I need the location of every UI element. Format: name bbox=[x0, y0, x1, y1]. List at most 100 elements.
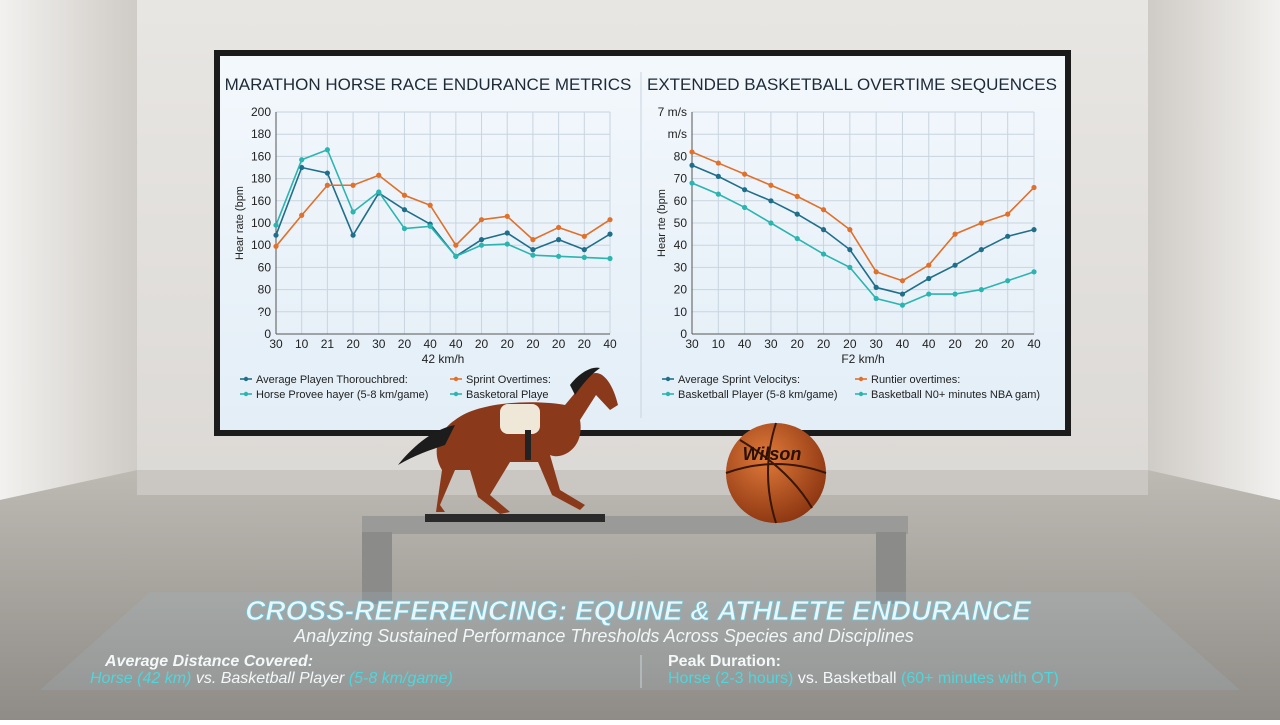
y-tick-label: 80 bbox=[674, 149, 688, 163]
y-tick-label: 100 bbox=[251, 238, 271, 252]
data-point bbox=[689, 149, 695, 155]
x-tick-label: 20 bbox=[791, 337, 805, 351]
data-point bbox=[581, 233, 587, 239]
data-point bbox=[350, 182, 356, 188]
data-point bbox=[978, 287, 984, 293]
data-point bbox=[556, 253, 562, 259]
data-point bbox=[273, 243, 279, 249]
data-point bbox=[978, 220, 984, 226]
x-tick-label: 30 bbox=[764, 337, 778, 351]
screen bbox=[220, 56, 1065, 430]
y-tick-label: 60 bbox=[258, 260, 272, 274]
y-tick-label: 7 m/s bbox=[658, 105, 687, 119]
data-point bbox=[478, 217, 485, 223]
chart-title: MARATHON HORSE RACE ENDURANCE METRICS bbox=[225, 75, 632, 94]
x-tick-label: 20 bbox=[1001, 337, 1015, 351]
data-point bbox=[299, 164, 305, 171]
data-point bbox=[742, 171, 748, 177]
data-point bbox=[1031, 227, 1037, 233]
data-point bbox=[926, 275, 932, 282]
data-point bbox=[1005, 278, 1011, 284]
data-point bbox=[607, 217, 613, 223]
x-tick-label: 10 bbox=[295, 337, 309, 351]
caption-title: CROSS-REFERENCING: EQUINE & ATHLETE ENDU… bbox=[245, 595, 1032, 626]
data-point bbox=[478, 237, 485, 243]
stat-text: Horse (42 km) vs. Basketball Player (5-8… bbox=[90, 670, 453, 687]
legend-swatch bbox=[453, 376, 459, 382]
data-point bbox=[607, 255, 613, 262]
legend-swatch bbox=[665, 391, 671, 397]
data-point bbox=[1031, 269, 1037, 275]
data-point bbox=[873, 295, 879, 302]
data-point bbox=[376, 189, 382, 195]
x-tick-label: 40 bbox=[423, 337, 437, 351]
y-tick-label: 0 bbox=[264, 327, 271, 341]
legend-swatch bbox=[858, 391, 864, 397]
x-tick-label: 20 bbox=[475, 337, 489, 351]
data-point bbox=[768, 182, 774, 188]
data-point bbox=[453, 253, 459, 259]
data-point bbox=[504, 241, 510, 247]
series-line bbox=[691, 164, 1035, 295]
x-tick-label: 20 bbox=[817, 337, 831, 351]
charts: MARATHON HORSE RACE ENDURANCE METRICS 0 ?0… bbox=[225, 75, 1057, 401]
stat-player: (5-8 km/game) bbox=[349, 670, 453, 687]
data-point bbox=[742, 187, 748, 193]
x-tick-label: 20 bbox=[398, 337, 412, 351]
y-tick-label: ?0 bbox=[258, 305, 272, 319]
y-tick-label: 80 bbox=[258, 283, 272, 297]
x-tick-label: 30 bbox=[685, 337, 699, 351]
data-point bbox=[820, 251, 827, 257]
data-point bbox=[899, 302, 906, 308]
legend-label: Average Sprint Velocitys: bbox=[678, 374, 800, 386]
data-point bbox=[926, 262, 932, 268]
x-axis-label: 42 km/h bbox=[422, 352, 465, 366]
x-tick-label: 30 bbox=[869, 337, 883, 351]
data-point bbox=[1005, 211, 1011, 217]
data-point bbox=[556, 224, 562, 231]
legend-swatch bbox=[453, 391, 459, 397]
data-point bbox=[899, 291, 906, 297]
legend-label: Runtier overtimes: bbox=[871, 374, 960, 386]
x-tick-label: 20 bbox=[552, 337, 566, 351]
left-wall bbox=[0, 0, 137, 500]
x-tick-label: 20 bbox=[526, 337, 540, 351]
caption-subtitle: Analyzing Sustained Performance Threshol… bbox=[293, 626, 914, 646]
data-point bbox=[899, 278, 906, 284]
data-point bbox=[952, 291, 958, 297]
y-axis-label: Hear rte (bpm bbox=[656, 189, 668, 257]
legend-label: Basketball Player (5-8 km/game) bbox=[678, 389, 838, 401]
x-tick-label: 30 bbox=[269, 337, 283, 351]
series-line bbox=[691, 182, 1035, 306]
basketball: Wilson bbox=[725, 422, 827, 524]
stat-player: (60+ minutes with OT) bbox=[901, 670, 1059, 687]
y-tick-label: 40 bbox=[674, 238, 688, 252]
chart-title: EXTENDED BASKETBALL OVERTIME SEQUENCES bbox=[647, 75, 1057, 94]
legend-swatch bbox=[665, 376, 671, 382]
y-tick-label: 60 bbox=[674, 194, 688, 208]
data-point bbox=[324, 182, 330, 188]
data-point bbox=[768, 198, 774, 204]
x-axis-label: F2 km/h bbox=[841, 352, 884, 366]
data-point bbox=[530, 252, 536, 258]
y-tick-label: 0 bbox=[680, 327, 687, 341]
horse bbox=[398, 367, 618, 514]
y-tick-label: 70 bbox=[674, 172, 688, 186]
y-tick-label: 20 bbox=[674, 283, 688, 297]
legend-swatch bbox=[243, 391, 249, 397]
data-point bbox=[768, 220, 774, 226]
stat-label: Peak Duration: bbox=[668, 653, 781, 670]
x-tick-label: 20 bbox=[948, 337, 962, 351]
stat-horse: Horse (42 km) bbox=[90, 670, 191, 687]
data-point bbox=[952, 231, 958, 237]
x-tick-label: 20 bbox=[346, 337, 360, 351]
y-tick-label: 50 bbox=[674, 216, 688, 230]
series-line bbox=[691, 151, 1035, 282]
legend-label: Basketball N0+ minutes NBA gam) bbox=[871, 389, 1040, 401]
x-tick-label: 21 bbox=[321, 337, 335, 351]
series-line bbox=[275, 148, 611, 260]
data-point bbox=[607, 231, 613, 237]
data-point bbox=[299, 157, 305, 163]
x-tick-label: 40 bbox=[449, 337, 463, 351]
ball-brand: Wilson bbox=[743, 444, 802, 464]
